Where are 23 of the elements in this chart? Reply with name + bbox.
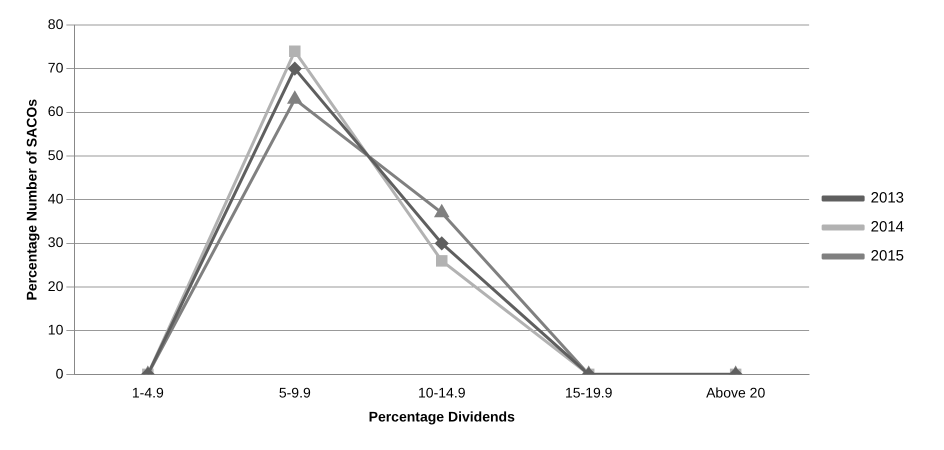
point [288, 62, 302, 76]
y-tick-label: 20 [48, 278, 64, 294]
y-tick-label: 10 [48, 322, 64, 338]
x-tick-label: 1-4.9 [132, 384, 164, 401]
y-tick-label: 80 [48, 16, 64, 32]
point [435, 205, 448, 218]
point [289, 45, 301, 57]
legend-label: 2013 [870, 190, 904, 207]
y-tick-label: 70 [48, 60, 64, 76]
x-tick-label: 10-14.9 [418, 384, 466, 401]
x-tick-label: 15-19.9 [564, 384, 613, 401]
y-tick-label: 50 [48, 146, 64, 163]
y-tick-label: 60 [48, 103, 64, 120]
x-tick-label: 5-9.9 [278, 384, 311, 401]
y-axis-title: Percentage Number of SACOs [23, 98, 40, 300]
y-tick-label: 40 [48, 190, 64, 207]
legend-label: 2015 [870, 248, 904, 265]
y-tick-label: 30 [48, 234, 64, 250]
legend-label: 2014 [870, 218, 904, 236]
y-tick-label: 0 [56, 365, 64, 382]
x-axis-title: Percentage Dividends [368, 408, 516, 424]
point [288, 92, 302, 104]
x-tick-label: Above 20 [706, 384, 766, 401]
